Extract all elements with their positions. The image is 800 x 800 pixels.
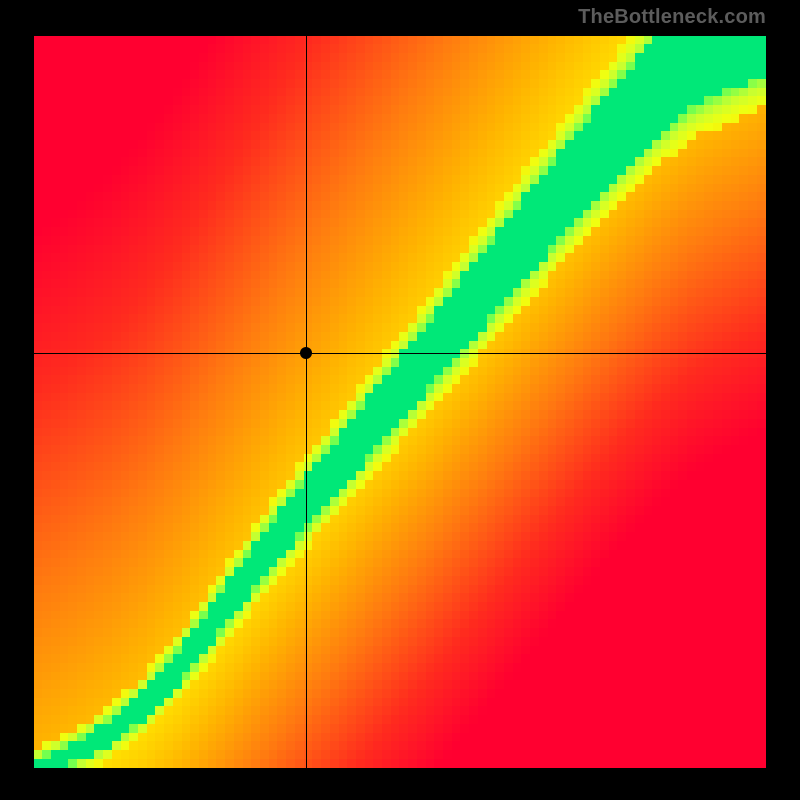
crosshair-vertical	[306, 36, 307, 768]
crosshair-horizontal	[34, 353, 766, 354]
watermark-text: TheBottleneck.com	[578, 6, 766, 29]
figure-container: TheBottleneck.com	[0, 0, 800, 800]
plot-area	[34, 36, 766, 768]
bottleneck-heatmap	[34, 36, 766, 768]
marker-dot	[300, 347, 312, 359]
